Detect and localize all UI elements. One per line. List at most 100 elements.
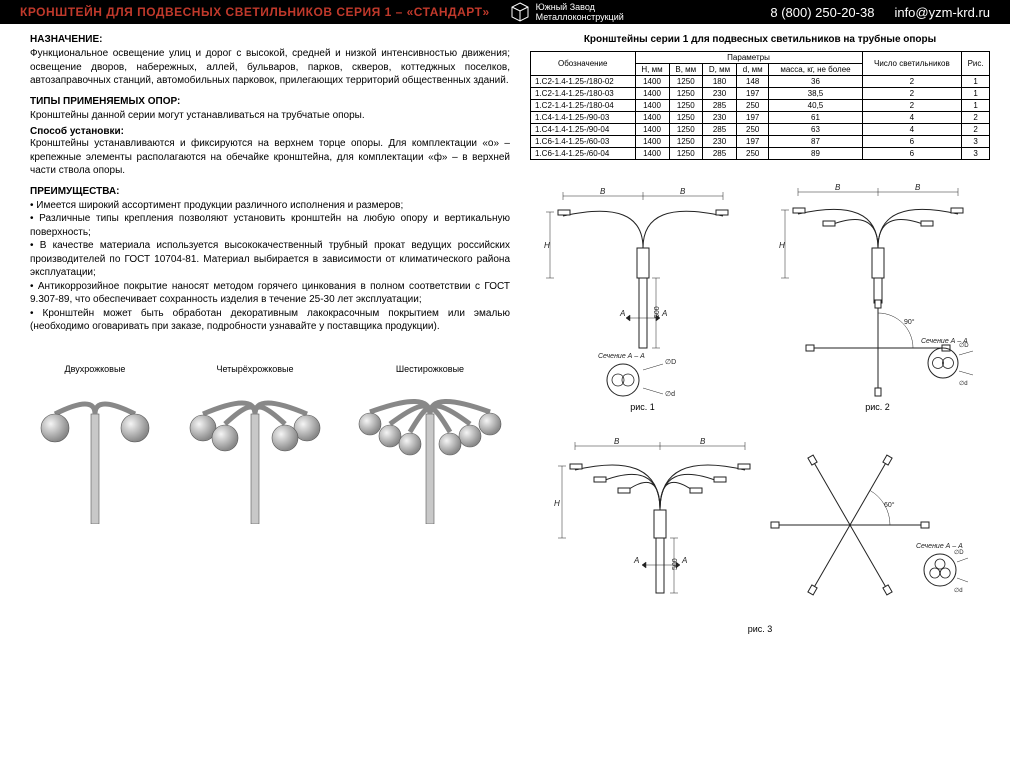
company-name-1: Южный Завод (536, 2, 624, 12)
bracket-6arm-icon (355, 384, 505, 524)
svg-text:B: B (600, 187, 606, 196)
table-cell: 1400 (635, 124, 669, 136)
table-cell: 1 (962, 88, 990, 100)
table-cell: 197 (737, 112, 769, 124)
th-params: Параметры (635, 52, 862, 64)
bracket-6arm: Шестирожковые (355, 364, 505, 524)
table-cell: 2 (962, 112, 990, 124)
table-row: 1.C4-1.4-1.25-/90-03140012502301976142 (531, 112, 990, 124)
table-cell: 148 (737, 76, 769, 88)
table-cell: 1250 (669, 88, 702, 100)
th-h: H, мм (635, 64, 669, 76)
table-cell: 2 (862, 76, 962, 88)
table-cell: 1400 (635, 100, 669, 112)
fig2-drawing: B B H (773, 178, 983, 398)
th-b: B, мм (669, 64, 702, 76)
table-cell: 1 (962, 76, 990, 88)
table-cell: 285 (702, 124, 736, 136)
table-cell: 1.C6-1.4-1.25-/60-04 (531, 148, 636, 160)
install-heading: Способ установки: (30, 126, 510, 137)
table-cell: 1250 (669, 100, 702, 112)
diagram-row-1: B B H 500 (530, 178, 990, 412)
page-header: КРОНШТЕЙН ДЛЯ ПОДВЕСНЫХ СВЕТИЛЬНИКОВ СЕР… (0, 0, 1010, 24)
table-title: Кронштейны серии 1 для подвесных светиль… (530, 34, 990, 45)
table-row: 1.C2-1.4-1.25-/180-02140012501801483621 (531, 76, 990, 88)
table-cell: 38,5 (769, 88, 862, 100)
table-cell: 250 (737, 100, 769, 112)
svg-text:H: H (544, 241, 550, 250)
svg-text:B: B (915, 183, 921, 192)
table-cell: 1.C2-1.4-1.25-/180-02 (531, 76, 636, 88)
bracket-label: Четырёхрожковые (185, 364, 325, 374)
bracket-label: Шестирожковые (355, 364, 505, 374)
table-cell: 1.C4-1.4-1.25-/90-03 (531, 112, 636, 124)
table-cell: 285 (702, 148, 736, 160)
table-cell: 3 (962, 136, 990, 148)
spec-table: Обозначение Параметры Число светильников… (530, 51, 990, 160)
table-cell: 4 (862, 124, 962, 136)
table-row: 1.C2-1.4-1.25-/180-041400125028525040,52… (531, 100, 990, 112)
svg-text:B: B (700, 437, 706, 446)
company-name-2: Металлоконструкций (536, 12, 624, 22)
purpose-text: Функциональное освещение улиц и дорог с … (30, 47, 510, 88)
svg-text:Сечение А – А: Сечение А – А (916, 543, 963, 550)
table-cell: 1250 (669, 112, 702, 124)
table-cell: 197 (737, 88, 769, 100)
th-lamps: Число светильников (862, 52, 962, 76)
table-cell: 1400 (635, 88, 669, 100)
th-fig: Рис. (962, 52, 990, 76)
table-cell: 6 (862, 136, 962, 148)
page-title: КРОНШТЕЙН ДЛЯ ПОДВЕСНЫХ СВЕТИЛЬНИКОВ СЕР… (20, 5, 490, 19)
table-cell: 89 (769, 148, 862, 160)
install-text: Кронштейны устанавливаются и фиксируются… (30, 137, 510, 178)
table-cell: 2 (962, 124, 990, 136)
advantage-item: • Имеется широкий ассортимент продукции … (30, 199, 510, 213)
advantages-heading: ПРЕИМУЩЕСТВА: (30, 186, 510, 197)
bracket-4arm: Четырёхрожковые (185, 364, 325, 524)
th-code: Обозначение (531, 52, 636, 76)
advantage-item: • В качестве материала используется высо… (30, 239, 510, 280)
table-cell: 40,5 (769, 100, 862, 112)
logo-icon (510, 2, 530, 22)
table-cell: 4 (862, 112, 962, 124)
table-cell: 87 (769, 136, 862, 148)
svg-text:∅d: ∅d (665, 391, 675, 398)
svg-text:A: A (619, 309, 625, 318)
table-cell: 197 (737, 136, 769, 148)
svg-text:B: B (835, 183, 841, 192)
svg-text:B: B (680, 187, 686, 196)
svg-text:H: H (554, 499, 560, 508)
table-cell: 1 (962, 100, 990, 112)
diagram-fig1: B B H 500 (538, 178, 748, 412)
table-cell: 1250 (669, 148, 702, 160)
bracket-4arm-icon (185, 384, 325, 524)
svg-text:∅D: ∅D (954, 549, 964, 556)
advantages-list: • Имеется широкий ассортимент продукции … (30, 199, 510, 334)
svg-text:B: B (614, 437, 620, 446)
th-D: D, мм (702, 64, 736, 76)
table-cell: 1.C4-1.4-1.25-/90-04 (531, 124, 636, 136)
svg-text:Сечение А – А: Сечение А – А (598, 353, 645, 360)
svg-text:H: H (779, 241, 785, 250)
svg-text:A: A (661, 309, 667, 318)
table-cell: 1400 (635, 112, 669, 124)
table-cell: 3 (962, 148, 990, 160)
advantage-item: • Кронштейн может быть обработан декорат… (30, 307, 510, 334)
table-cell: 250 (737, 124, 769, 136)
left-column: НАЗНАЧЕНИЕ: Функциональное освещение ули… (30, 34, 510, 634)
th-d: d, мм (737, 64, 769, 76)
table-cell: 1.C2-1.4-1.25-/180-04 (531, 100, 636, 112)
table-row: 1.C2-1.4-1.25-/180-031400125023019738,52… (531, 88, 990, 100)
table-cell: 230 (702, 112, 736, 124)
table-cell: 230 (702, 136, 736, 148)
content-area: НАЗНАЧЕНИЕ: Функциональное освещение ули… (0, 24, 1010, 654)
fig3-caption: рис. 3 (550, 624, 970, 634)
bracket-2arm: Двухрожковые (35, 364, 155, 524)
fig1-caption: рис. 1 (538, 402, 748, 412)
svg-text:∅D: ∅D (665, 359, 676, 366)
table-cell: 6 (862, 148, 962, 160)
diagram-row-2: B B H 500 (530, 430, 990, 634)
contact-phone: 8 (800) 250-20-38 (770, 5, 874, 20)
table-cell: 250 (737, 148, 769, 160)
diagram-fig3: B B H 500 (550, 430, 970, 634)
